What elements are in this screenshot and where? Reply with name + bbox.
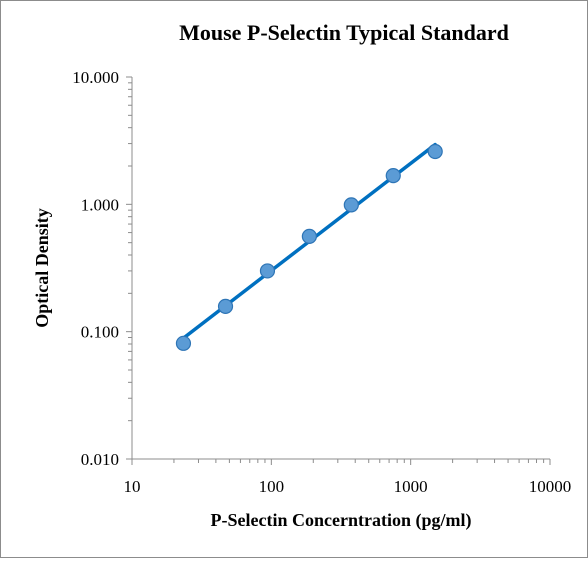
x-axis-title: P-Selectin Concerntration (pg/ml) xyxy=(211,510,472,531)
x-tick-label: 1000 xyxy=(394,477,428,496)
y-axis-title: Optical Density xyxy=(32,208,52,328)
data-point xyxy=(385,168,401,184)
y-tick-label: 1.000 xyxy=(81,195,119,214)
y-tick-label: 0.100 xyxy=(81,323,119,342)
x-tick-label: 10000 xyxy=(529,477,572,496)
data-point xyxy=(175,335,192,351)
data-point xyxy=(343,197,359,213)
y-tick-label: 0.010 xyxy=(81,450,119,469)
data-points xyxy=(175,143,443,351)
data-point xyxy=(301,228,317,244)
y-tick-label: 10.000 xyxy=(72,68,119,87)
x-tick-label: 10 xyxy=(124,477,141,496)
x-tick-label: 100 xyxy=(259,477,285,496)
tick-labels: 10 100 1000 10000 0.010 0.100 1.000 10.000 xyxy=(72,68,571,496)
axes xyxy=(126,76,551,465)
data-point xyxy=(217,298,234,314)
data-point xyxy=(259,263,276,279)
chart-title: Mouse P-Selectin Typical Standard xyxy=(179,20,509,45)
data-point xyxy=(427,143,443,160)
